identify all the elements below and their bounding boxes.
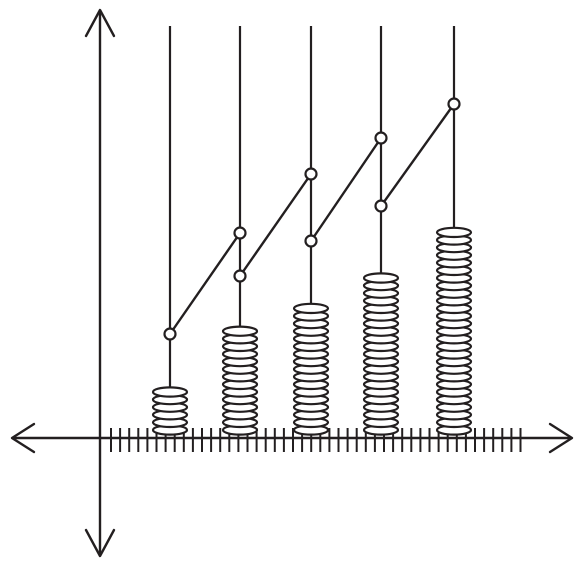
connector-node <box>447 97 461 111</box>
connector-node <box>233 226 247 240</box>
y-axis-top-arrowhead <box>84 8 116 38</box>
coin-stack-1 <box>151 386 189 436</box>
coin <box>221 325 259 337</box>
coin-stack-5 <box>435 226 473 436</box>
connector-segment <box>380 103 455 207</box>
coin <box>435 226 473 239</box>
connector-node <box>304 167 318 181</box>
x-axis-left-arrowhead <box>10 422 36 454</box>
axes <box>10 8 574 558</box>
trend-connectors <box>169 103 455 335</box>
connector-node <box>374 199 388 213</box>
connector-segment <box>310 137 382 242</box>
coin-stack-4 <box>362 272 400 436</box>
connector-segment <box>239 173 312 277</box>
y-axis-bottom-arrowhead <box>84 528 116 558</box>
connector-node <box>233 269 247 283</box>
coin <box>151 386 189 398</box>
connector-segment <box>169 232 241 335</box>
connector-node <box>374 131 388 145</box>
coin-stacks <box>151 226 473 436</box>
coin-stack-2 <box>221 325 259 436</box>
coin <box>292 302 330 315</box>
connector-node <box>304 234 318 248</box>
connector-nodes <box>163 97 461 341</box>
coin-stack-3 <box>292 302 330 436</box>
coin <box>362 272 400 284</box>
x-axis-right-arrowhead <box>548 422 574 454</box>
connector-node <box>163 327 177 341</box>
